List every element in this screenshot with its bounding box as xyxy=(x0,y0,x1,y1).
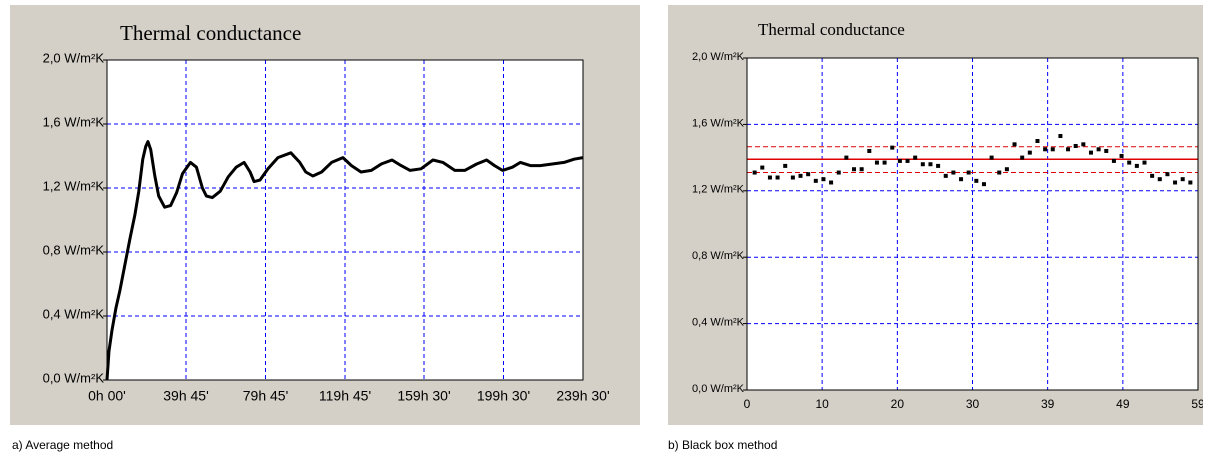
data-point xyxy=(783,163,788,168)
data-point xyxy=(1173,180,1178,185)
data-point xyxy=(1157,177,1162,182)
data-point xyxy=(760,165,765,170)
data-point xyxy=(867,148,872,153)
data-point xyxy=(1066,147,1071,152)
data-point xyxy=(836,170,841,175)
y-tick-label: 2,0 W/m²K xyxy=(43,50,105,65)
data-point xyxy=(966,170,971,175)
data-point xyxy=(1012,142,1017,147)
y-tick-label: 1,6 W/m²K xyxy=(43,114,105,129)
data-point xyxy=(959,177,964,182)
data-point xyxy=(1111,158,1116,163)
y-tick-label: 1,2 W/m²K xyxy=(692,184,745,196)
x-tick-label: 0h 00' xyxy=(88,388,126,404)
data-point xyxy=(790,175,795,180)
chart-panel: Thermal conductance 0,0 W/m²K 0,4 W/m²K 0,… xyxy=(668,5,1203,425)
data-point xyxy=(1004,167,1009,172)
x-tick-label: 49 xyxy=(1116,397,1130,411)
x-tick-label: 199h 30' xyxy=(477,388,530,404)
chart-title: Thermal conductance xyxy=(758,20,905,39)
data-line xyxy=(105,140,584,381)
x-tick-label: 10 xyxy=(815,397,829,411)
data-point xyxy=(852,167,857,172)
data-point xyxy=(1081,142,1086,147)
y-tick-label: 0,0 W/m²K xyxy=(43,370,105,385)
caption: a) Average method xyxy=(12,438,114,452)
data-point xyxy=(1127,160,1132,165)
data-point xyxy=(897,158,902,163)
data-point xyxy=(920,162,925,167)
plot-border xyxy=(746,57,1199,391)
data-point xyxy=(989,155,994,160)
data-point xyxy=(997,170,1002,175)
data-point xyxy=(1142,160,1147,165)
data-point xyxy=(890,145,895,150)
data-point xyxy=(874,160,879,165)
chart-panel: Thermal conductance 0,0 W/m²K 0,4 W/m²K 0,… xyxy=(10,5,640,425)
y-tick-label: 0,8 W/m²K xyxy=(43,242,105,257)
data-point xyxy=(1020,155,1025,160)
x-tick-label: 159h 30' xyxy=(397,388,450,404)
data-point xyxy=(752,170,757,175)
data-point xyxy=(882,160,887,165)
data-point xyxy=(1104,148,1109,153)
data-point xyxy=(1150,173,1155,178)
data-point xyxy=(821,177,826,182)
data-point xyxy=(1088,150,1093,155)
data-point xyxy=(775,175,780,180)
plot-area xyxy=(107,60,583,380)
plot-border xyxy=(106,59,584,381)
x-tick-label: 20 xyxy=(891,397,905,411)
x-tick-label: 30 xyxy=(966,397,980,411)
data-point xyxy=(1073,143,1078,148)
y-tick-label: 2,0 W/m²K xyxy=(692,51,745,63)
caption: b) Black box method xyxy=(668,438,778,452)
data-point xyxy=(951,170,956,175)
x-tick-label: 59 xyxy=(1191,397,1203,411)
data-point xyxy=(859,167,864,172)
data-point xyxy=(1050,147,1055,152)
data-point xyxy=(1119,153,1124,158)
data-point xyxy=(936,163,941,168)
data-point xyxy=(913,155,918,160)
data-point xyxy=(1058,134,1063,139)
x-tick-label: 119h 45' xyxy=(319,388,371,404)
y-tick-label: 1,2 W/m²K xyxy=(43,178,105,193)
data-point xyxy=(1035,139,1040,143)
data-point xyxy=(1134,163,1139,168)
data-point xyxy=(844,155,849,160)
data-point xyxy=(1043,147,1048,152)
data-point xyxy=(1180,177,1185,182)
x-tick-label: 79h 45' xyxy=(243,388,289,404)
data-point xyxy=(829,180,834,185)
data-point xyxy=(798,173,803,178)
x-tick-label: 39h 45' xyxy=(163,388,209,404)
data-point xyxy=(767,175,772,180)
x-tick-label: 239h 30' xyxy=(556,388,609,404)
y-tick-label: 0,4 W/m²K xyxy=(43,306,105,321)
data-point xyxy=(905,158,910,163)
x-tick-label: 0 xyxy=(744,397,751,411)
x-tick-label: 39 xyxy=(1041,397,1055,411)
y-tick-label: 1,6 W/m²K xyxy=(692,117,745,129)
y-tick-label: 0,8 W/m²K xyxy=(692,250,745,262)
y-tick-label: 0,4 W/m²K xyxy=(692,317,745,329)
chart-title: Thermal conductance xyxy=(120,21,301,45)
data-point xyxy=(806,172,811,177)
data-point xyxy=(981,182,986,187)
data-point xyxy=(1188,180,1193,185)
data-point xyxy=(1096,147,1101,152)
data-point xyxy=(974,178,979,183)
data-point xyxy=(928,162,933,167)
data-point xyxy=(813,178,818,183)
y-tick-label: 0,0 W/m²K xyxy=(692,383,745,395)
data-point xyxy=(1027,150,1032,155)
data-point xyxy=(943,173,948,178)
data-point xyxy=(1165,172,1170,177)
